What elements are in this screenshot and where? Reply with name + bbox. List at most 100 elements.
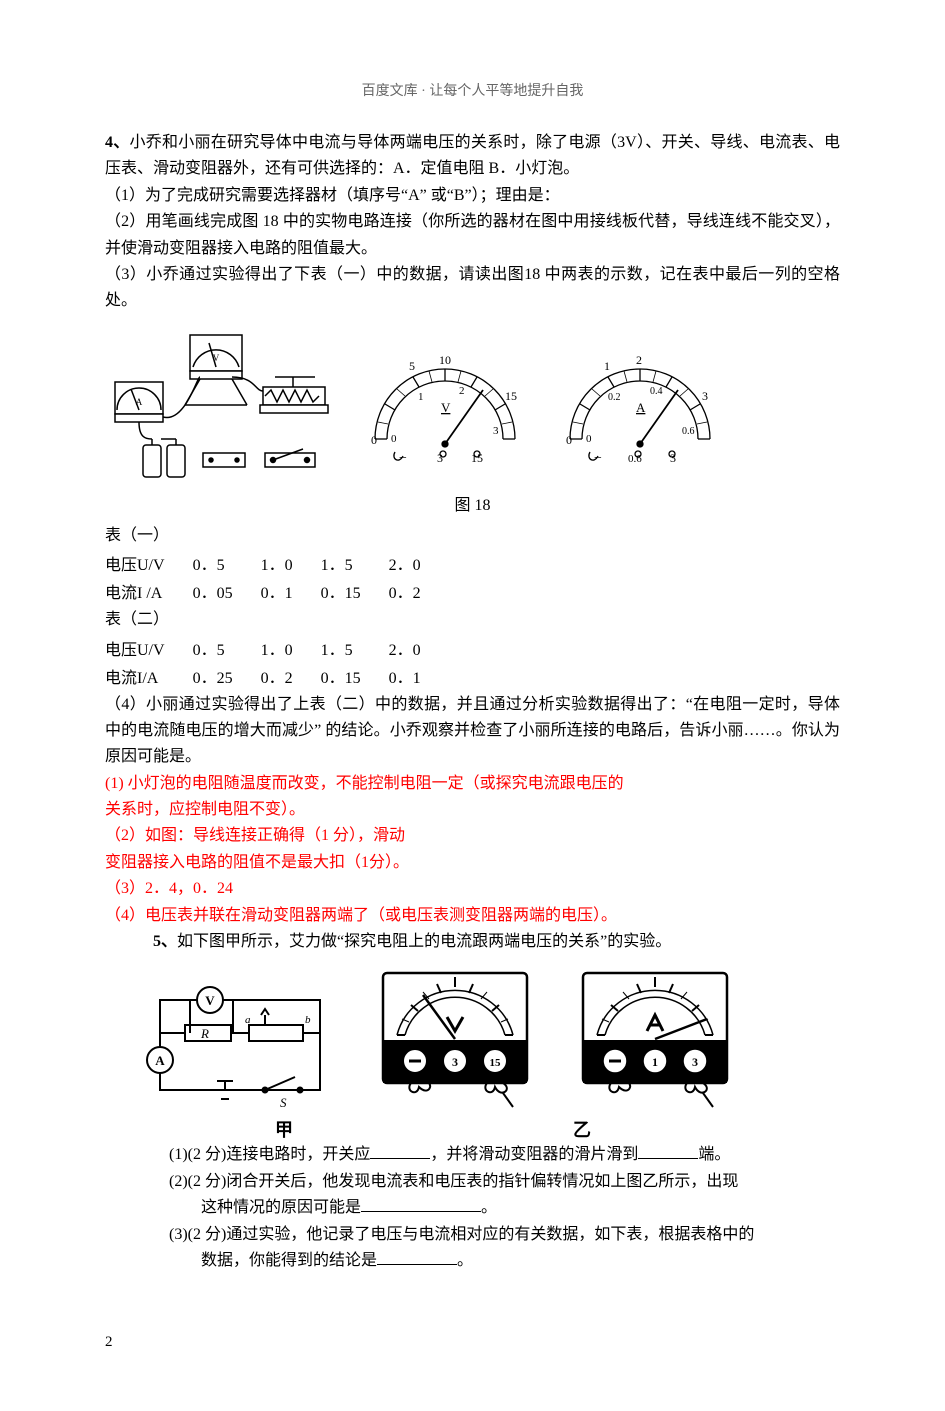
- svg-text:0.4: 0.4: [650, 386, 663, 397]
- q5-figure-row: V R a b A: [145, 965, 840, 1110]
- q5-sub3a: (3)(2 分)通过实验，他记录了电压与电流相对应的有关数据，如下表，根据表格中…: [169, 1222, 840, 1248]
- svg-text:15: 15: [505, 389, 517, 403]
- q4-answer-2b: 变阻器接入电路的阻值不是最大扣（1分）。: [105, 850, 840, 876]
- svg-text:0: 0: [391, 433, 397, 445]
- svg-text:R: R: [200, 1026, 209, 1041]
- circuit-schematic-diagram: V R a b A: [145, 985, 335, 1110]
- q5-sub3b: 数据，你能得到的结论是 。: [169, 1248, 840, 1274]
- cell: 0．05: [193, 577, 261, 605]
- q5-sub2a: (2)(2 分)闭合开关后，他发现电流表和电压表的指针偏转情况如上图乙所示，出现: [169, 1169, 840, 1195]
- q4-answer-3: （3）2．4，0．24: [105, 876, 840, 902]
- cell: 1．5: [321, 634, 389, 662]
- row-label: 电流I /A: [105, 577, 193, 605]
- cell: 0．25: [193, 662, 261, 690]
- svg-text:15: 15: [490, 1057, 502, 1069]
- blank-input[interactable]: [361, 1195, 481, 1212]
- text: 端。: [698, 1146, 730, 1163]
- cell: 1．5: [321, 549, 389, 577]
- q4-part3: （3）小乔通过实验得出了下表（一）中的数据，请读出图18 中两表的示数，记在表中…: [105, 262, 840, 315]
- q5-intro: 5、如下图甲所示，艾力做“探究电阻上的电流跟两端电压的关系”的实验。: [105, 929, 840, 955]
- cell: 2．0: [389, 549, 449, 577]
- cell: 0．5: [193, 549, 261, 577]
- figure-18-row: A V: [105, 327, 840, 487]
- svg-text:0.6: 0.6: [682, 426, 695, 437]
- svg-text:0: 0: [371, 433, 377, 447]
- cell: 0．15: [321, 577, 389, 605]
- svg-text:3: 3: [702, 389, 708, 403]
- circuit-physical-diagram: A V: [105, 327, 335, 487]
- table1-title: 表（一）: [105, 523, 840, 549]
- row-label: 电压U/V: [105, 634, 193, 662]
- svg-text:S: S: [280, 1095, 287, 1110]
- text: 这种情况的原因可能是: [201, 1199, 361, 1216]
- svg-text:3: 3: [452, 1055, 458, 1069]
- svg-text:A: A: [155, 1053, 165, 1068]
- text: 。: [457, 1252, 473, 1269]
- svg-text:V: V: [213, 353, 220, 363]
- q5-figure-labels: 甲 乙: [275, 1116, 840, 1142]
- cell: 1．0: [261, 634, 321, 662]
- table-row: 电压U/V 0．5 1．0 1．5 2．0: [105, 549, 449, 577]
- svg-text:0.2: 0.2: [608, 392, 621, 403]
- svg-text:2: 2: [459, 385, 465, 397]
- q4-part2: （2）用笔画线完成图 18 中的实物电路连接（你所选的器材在图中用接线板代替，导…: [105, 209, 840, 262]
- q5-sub2b: 这种情况的原因可能是。: [169, 1195, 840, 1221]
- q4-answer-1a: (1) 小灯泡的电阻随温度而改变，不能控制电阻一定（或探究电流跟电压的: [105, 771, 840, 797]
- svg-text:−: −: [594, 451, 602, 466]
- q4-number: 4、: [105, 134, 130, 151]
- table-row: 电流I /A 0．05 0．1 0．15 0．2: [105, 577, 449, 605]
- svg-text:1: 1: [652, 1055, 658, 1069]
- row-label: 电流I/A: [105, 662, 193, 690]
- cell: 1．0: [261, 549, 321, 577]
- blank-input[interactable]: [638, 1142, 698, 1159]
- blank-input[interactable]: [370, 1142, 430, 1159]
- svg-text:a: a: [245, 1014, 251, 1026]
- text: 数据，你能得到的结论是: [201, 1252, 377, 1269]
- blank-input[interactable]: [377, 1248, 457, 1265]
- text: (1)(2 分)连接电路时，开关应: [169, 1146, 370, 1163]
- svg-text:V: V: [205, 993, 215, 1008]
- panel-ammeter-diagram: 1 3: [575, 965, 735, 1110]
- table-row: 电压U/V 0．5 1．0 1．5 2．0: [105, 634, 449, 662]
- label-jia: 甲: [275, 1116, 293, 1142]
- q4-intro: 4、小乔和小丽在研究导体中电流与导体两端电压的关系时，除了电源（3V）、开关、导…: [105, 130, 840, 183]
- q4-intro-text: 小乔和小丽在研究导体中电流与导体两端电压的关系时，除了电源（3V）、开关、导线、…: [105, 134, 840, 177]
- cell: 0．1: [261, 577, 321, 605]
- cell: 2．0: [389, 634, 449, 662]
- q5-sub1: (1)(2 分)连接电路时，开关应 ，并将滑动变阻器的滑片滑到 端。: [169, 1142, 840, 1168]
- svg-text:1: 1: [418, 391, 424, 403]
- cell: 0．2: [389, 577, 449, 605]
- svg-text:3: 3: [692, 1055, 698, 1069]
- svg-text:b: b: [305, 1014, 311, 1026]
- q4-answer-2a: （2）如图：导线连接正确得（1 分），滑动: [105, 823, 840, 849]
- svg-text:15: 15: [471, 451, 483, 465]
- svg-text:10: 10: [439, 353, 451, 367]
- q5-number: 5、: [153, 933, 177, 950]
- header-text: 百度文库 · 让每个人平等地提升自我: [105, 80, 840, 100]
- svg-text:0: 0: [566, 433, 572, 447]
- table-row: 电流I/A 0．25 0．2 0．15 0．1: [105, 662, 449, 690]
- document-page: 百度文库 · 让每个人平等地提升自我 4、小乔和小丽在研究导体中电流与导体两端电…: [0, 0, 945, 1411]
- svg-text:2: 2: [636, 353, 642, 367]
- q5-intro-text: 如下图甲所示，艾力做“探究电阻上的电流跟两端电压的关系”的实验。: [177, 933, 671, 950]
- cell: 0．5: [193, 634, 261, 662]
- voltmeter-dial-diagram: 0 5 10 15 0 1 2 3 V − 3 15: [355, 344, 530, 469]
- cell: 0．2: [261, 662, 321, 690]
- cell: 0．1: [389, 662, 449, 690]
- text: ，并将滑动变阻器的滑片滑到: [430, 1146, 638, 1163]
- row-label: 电压U/V: [105, 549, 193, 577]
- q5-subquestions: (1)(2 分)连接电路时，开关应 ，并将滑动变阻器的滑片滑到 端。 (2)(2 分…: [169, 1142, 840, 1274]
- label-yi: 乙: [573, 1116, 591, 1142]
- table-1: 电压U/V 0．5 1．0 1．5 2．0 电流I /A 0．05 0．1 0．…: [105, 549, 449, 605]
- svg-text:0: 0: [586, 433, 592, 445]
- svg-text:5: 5: [409, 359, 415, 373]
- ammeter-dial-diagram: 0 1 2 3 0 0.2 0.4 0.6 A − 0.6 3: [550, 344, 725, 469]
- figure-18-caption: 图 18: [105, 491, 840, 515]
- svg-text:V: V: [441, 400, 451, 415]
- svg-text:−: −: [399, 451, 407, 466]
- q4-part1: （1）为了完成研究需要选择器材（填序号“A” 或“B”）；理由是：: [105, 183, 840, 209]
- table2-title: 表（二）: [105, 607, 840, 633]
- q4-answer-1b: 关系时，应控制电阻不变）。: [105, 797, 840, 823]
- q4-part4: （4）小丽通过实验得出了上表（二）中的数据，并且通过分析实验数据得出了：“在电阻…: [105, 692, 840, 771]
- q4-answer-4: （4）电压表并联在滑动变阻器两端了（或电压表测变阻器两端的电压）。: [105, 903, 840, 929]
